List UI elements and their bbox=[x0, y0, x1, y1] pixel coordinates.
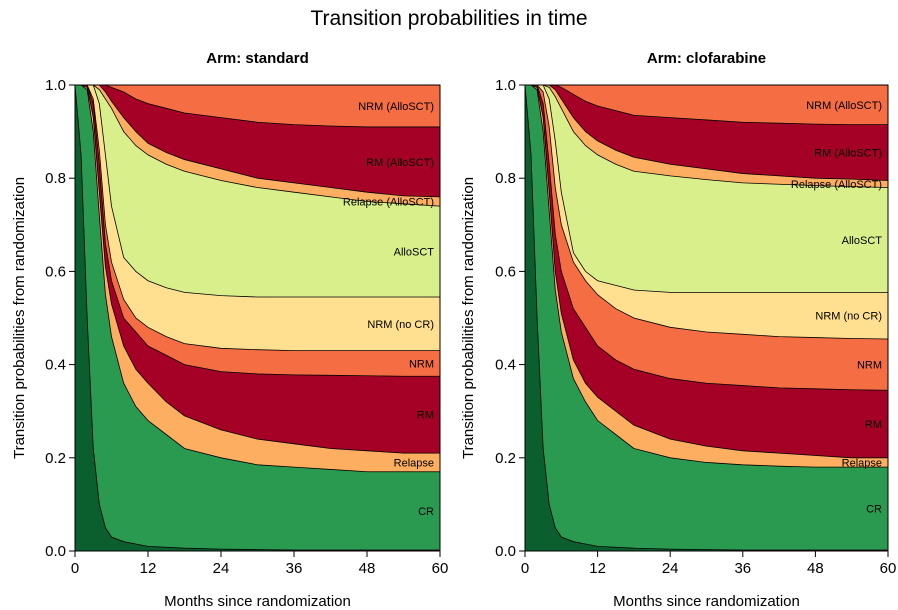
y-tick-label: 0.0 bbox=[495, 543, 516, 560]
panel-clofarabine: CR Relapse RM NRM NRM (no CR) AlloSCT Relapse … bbox=[460, 50, 896, 610]
x-tick-label: 12 bbox=[140, 560, 157, 577]
y-tick-label: 0.4 bbox=[45, 357, 66, 374]
y-tick-label: 0.6 bbox=[495, 263, 516, 280]
x-tick-label: 0 bbox=[71, 560, 79, 577]
area-rm-allosct bbox=[525, 85, 888, 181]
label-nrm-no-cr: NRM (no CR) bbox=[815, 311, 882, 323]
label-nrm-allosct: NRM (AlloSCT) bbox=[358, 101, 434, 113]
y-tick-label: 0.0 bbox=[45, 543, 66, 560]
boundary-rm bbox=[75, 84, 440, 377]
boundary-nrm bbox=[75, 84, 440, 352]
label-nrm-allosct: NRM (AlloSCT) bbox=[806, 100, 882, 112]
label-rm-allosct: RM (AlloSCT) bbox=[814, 148, 882, 160]
boundary-cr bbox=[75, 84, 440, 473]
boundary-rm bbox=[525, 84, 889, 391]
area-relapse-allosct bbox=[525, 85, 888, 188]
label-cr: CR bbox=[866, 504, 882, 516]
x-tick-label: 36 bbox=[734, 560, 751, 577]
label-allosct: AlloSCT bbox=[842, 235, 883, 247]
x-tick-label: 0 bbox=[521, 560, 529, 577]
x-tick-label: 36 bbox=[286, 560, 303, 577]
x-tick-label: 12 bbox=[589, 560, 606, 577]
boundary-nrm bbox=[525, 84, 889, 340]
x-axis-title: Months since randomization bbox=[164, 593, 351, 610]
area-rm-allosct bbox=[75, 85, 440, 197]
area-cr bbox=[525, 85, 888, 551]
area-allosct bbox=[525, 85, 888, 293]
y-tick-label: 0.6 bbox=[45, 263, 66, 280]
area-nrm-allosct bbox=[75, 85, 440, 127]
y-axis-title: Transition probabilities from randomizat… bbox=[11, 177, 28, 459]
x-tick-label: 60 bbox=[880, 560, 897, 577]
label-nrm: NRM bbox=[409, 358, 434, 370]
label-nrm: NRM bbox=[857, 360, 882, 372]
panel-title: Arm: clofarabine bbox=[647, 50, 766, 67]
label-relapse: Relapse bbox=[842, 458, 882, 470]
area-nrm-allosct bbox=[525, 85, 888, 125]
label-relapse-allosct: Relapse (AlloSCT) bbox=[343, 197, 434, 209]
label-rm: RM bbox=[865, 419, 882, 431]
label-relapse-allosct: Relapse (AlloSCT) bbox=[791, 179, 882, 191]
y-tick-label: 1.0 bbox=[495, 77, 516, 94]
area-cr bbox=[75, 85, 440, 551]
x-tick-label: 24 bbox=[662, 560, 679, 577]
y-axis-title: Transition probabilities from randomizat… bbox=[460, 177, 477, 459]
x-tick-label: 60 bbox=[432, 560, 449, 577]
boundary-cr-initial bbox=[74, 84, 440, 551]
area-rm bbox=[75, 85, 440, 454]
area-nrm-no-cr bbox=[75, 85, 440, 351]
area-allosct bbox=[75, 85, 440, 298]
boundary-cr-initial bbox=[524, 84, 888, 551]
x-tick-label: 48 bbox=[807, 560, 824, 577]
plot-frame bbox=[74, 84, 441, 552]
label-rm: RM bbox=[417, 410, 434, 422]
x-axis-title: Months since randomization bbox=[613, 593, 800, 610]
plot-frame bbox=[524, 84, 889, 552]
y-tick-label: 0.8 bbox=[45, 170, 66, 187]
y-tick-label: 0.4 bbox=[495, 357, 516, 374]
panel-standard: CR Relapse RM NRM NRM (no CR) AlloSCT Relapse … bbox=[11, 50, 448, 610]
figure-title: Transition probabilities in time bbox=[310, 7, 587, 30]
x-tick-label: 24 bbox=[213, 560, 230, 577]
y-tick-label: 0.2 bbox=[45, 450, 66, 467]
boundary-cr bbox=[525, 84, 888, 468]
area-nrm-no-cr bbox=[525, 85, 888, 339]
y-tick-label: 0.8 bbox=[495, 170, 516, 187]
y-tick-label: 0.2 bbox=[495, 450, 516, 467]
area-nrm bbox=[525, 85, 888, 391]
label-cr: CR bbox=[418, 506, 434, 518]
label-rm-allosct: RM (AlloSCT) bbox=[366, 157, 434, 169]
y-tick-label: 1.0 bbox=[45, 77, 66, 94]
boundary-relapse bbox=[525, 84, 888, 459]
area-relapse-allosct bbox=[75, 85, 440, 207]
label-allosct: AlloSCT bbox=[394, 247, 435, 259]
area-rm bbox=[525, 85, 888, 458]
label-relapse: Relapse bbox=[394, 458, 434, 470]
panel-title: Arm: standard bbox=[206, 50, 309, 67]
x-tick-label: 48 bbox=[359, 560, 376, 577]
label-nrm-no-cr: NRM (no CR) bbox=[367, 319, 434, 331]
boundary-relapse bbox=[75, 84, 440, 454]
